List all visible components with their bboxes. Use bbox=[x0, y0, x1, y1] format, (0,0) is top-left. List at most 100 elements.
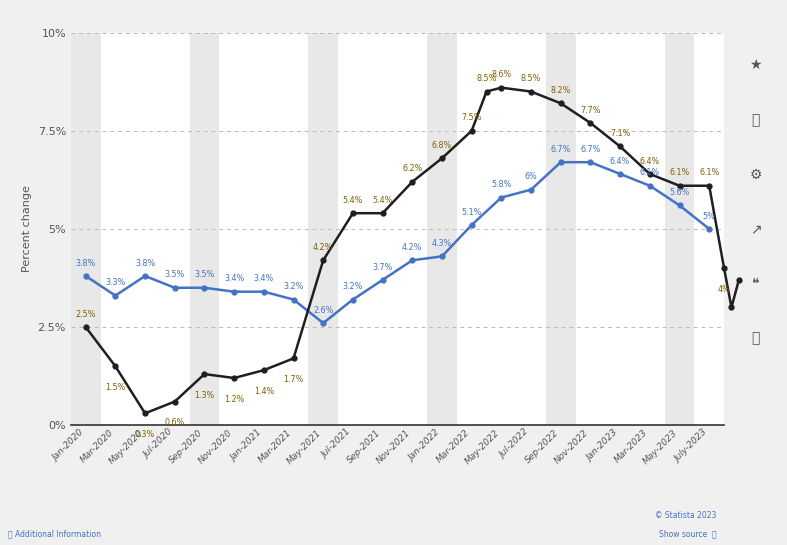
Inflation bbox=[467, 128, 476, 134]
Wages bbox=[348, 296, 357, 303]
Text: ⚙: ⚙ bbox=[749, 167, 762, 181]
Text: Show source  ⓘ: Show source ⓘ bbox=[659, 530, 716, 539]
Text: 3.5%: 3.5% bbox=[164, 270, 185, 280]
Wages bbox=[467, 222, 476, 228]
Wages bbox=[259, 288, 268, 295]
Text: 8.5%: 8.5% bbox=[476, 74, 497, 83]
Text: 8.5%: 8.5% bbox=[521, 74, 541, 83]
Bar bbox=[724, 33, 754, 425]
Text: 6.1%: 6.1% bbox=[699, 168, 719, 178]
Wages bbox=[140, 272, 150, 279]
Wages bbox=[674, 202, 684, 209]
Inflation bbox=[378, 210, 387, 216]
Wages bbox=[408, 257, 417, 264]
Bar bbox=[546, 33, 575, 425]
Text: 5.4%: 5.4% bbox=[372, 196, 393, 205]
Bar bbox=[249, 33, 279, 425]
Text: 3.4%: 3.4% bbox=[253, 274, 274, 283]
Inflation bbox=[527, 88, 536, 95]
Inflation bbox=[586, 120, 595, 126]
Text: 6%: 6% bbox=[525, 172, 538, 181]
Wages bbox=[586, 159, 595, 166]
Text: 2.6%: 2.6% bbox=[313, 306, 334, 315]
Text: 8.2%: 8.2% bbox=[551, 86, 571, 95]
Inflation bbox=[438, 155, 447, 161]
Text: 3.3%: 3.3% bbox=[105, 278, 125, 287]
Inflation bbox=[81, 324, 91, 330]
Inflation bbox=[482, 88, 491, 95]
Wages bbox=[438, 253, 447, 259]
Wages bbox=[289, 296, 298, 303]
Inflation bbox=[615, 143, 625, 150]
Inflation bbox=[556, 100, 565, 107]
Wages bbox=[319, 320, 328, 326]
Inflation bbox=[408, 179, 417, 185]
Inflation bbox=[497, 84, 506, 91]
Text: 5.8%: 5.8% bbox=[491, 180, 512, 189]
Wages bbox=[497, 194, 506, 201]
Wages bbox=[378, 277, 387, 283]
Wages bbox=[615, 171, 625, 177]
Bar bbox=[190, 33, 220, 425]
Bar bbox=[605, 33, 635, 425]
Bar bbox=[309, 33, 338, 425]
Text: 5.4%: 5.4% bbox=[342, 196, 363, 205]
Inflation bbox=[704, 183, 714, 189]
Inflation bbox=[140, 410, 150, 416]
Bar bbox=[486, 33, 516, 425]
Text: 0.6%: 0.6% bbox=[164, 418, 185, 427]
Text: 6.1%: 6.1% bbox=[640, 168, 660, 178]
Text: 6.4%: 6.4% bbox=[610, 156, 630, 166]
Text: 3.7%: 3.7% bbox=[0, 544, 1, 545]
Text: 1.2%: 1.2% bbox=[224, 395, 244, 404]
Text: ⓘ Additional Information: ⓘ Additional Information bbox=[8, 530, 101, 539]
Inflation bbox=[319, 257, 328, 264]
Text: ↗: ↗ bbox=[750, 222, 761, 236]
Text: 4%: 4% bbox=[718, 285, 730, 294]
Inflation bbox=[719, 265, 729, 271]
Text: 3.5%: 3.5% bbox=[194, 270, 215, 280]
Text: 8.6%: 8.6% bbox=[491, 70, 512, 80]
Inflation bbox=[230, 375, 239, 382]
Text: 5.6%: 5.6% bbox=[669, 188, 689, 197]
Line: Inflation: Inflation bbox=[83, 85, 741, 416]
Text: 6.8%: 6.8% bbox=[432, 141, 452, 150]
Wages bbox=[200, 284, 209, 291]
Bar bbox=[368, 33, 397, 425]
Text: 6.2%: 6.2% bbox=[402, 165, 423, 173]
Text: 1.7%: 1.7% bbox=[283, 375, 304, 384]
Text: 0.3%: 0.3% bbox=[135, 430, 155, 439]
Y-axis label: Percent change: Percent change bbox=[22, 185, 32, 272]
Text: 6.7%: 6.7% bbox=[551, 145, 571, 154]
Text: 4.2%: 4.2% bbox=[402, 243, 423, 252]
Text: 5%: 5% bbox=[703, 211, 715, 221]
Wages bbox=[527, 186, 536, 193]
Text: 🔔: 🔔 bbox=[752, 113, 759, 127]
Text: 1.5%: 1.5% bbox=[105, 383, 126, 392]
Inflation bbox=[111, 363, 120, 370]
Line: Wages: Wages bbox=[83, 160, 711, 325]
Text: 1.3%: 1.3% bbox=[194, 391, 215, 399]
Text: 🖨: 🖨 bbox=[752, 331, 759, 345]
Text: 3%: 3% bbox=[0, 544, 1, 545]
Text: ★: ★ bbox=[749, 58, 762, 72]
Text: 3.7%: 3.7% bbox=[372, 263, 393, 271]
Inflation bbox=[289, 355, 298, 362]
Text: 6.7%: 6.7% bbox=[580, 145, 600, 154]
Wages bbox=[81, 272, 91, 279]
Wages bbox=[230, 288, 239, 295]
Inflation bbox=[674, 183, 684, 189]
Text: 1.4%: 1.4% bbox=[253, 387, 274, 396]
Wages bbox=[170, 284, 179, 291]
Wages bbox=[645, 183, 655, 189]
Wages bbox=[556, 159, 565, 166]
Inflation bbox=[200, 371, 209, 377]
Text: 4.2%: 4.2% bbox=[313, 243, 334, 252]
Text: 3.4%: 3.4% bbox=[224, 274, 244, 283]
Inflation bbox=[645, 171, 655, 177]
Wages bbox=[111, 292, 120, 299]
Text: © Statista 2023: © Statista 2023 bbox=[655, 511, 716, 520]
Text: 5.1%: 5.1% bbox=[461, 208, 482, 217]
Text: 6.4%: 6.4% bbox=[640, 156, 660, 166]
Text: 7.1%: 7.1% bbox=[610, 129, 630, 138]
